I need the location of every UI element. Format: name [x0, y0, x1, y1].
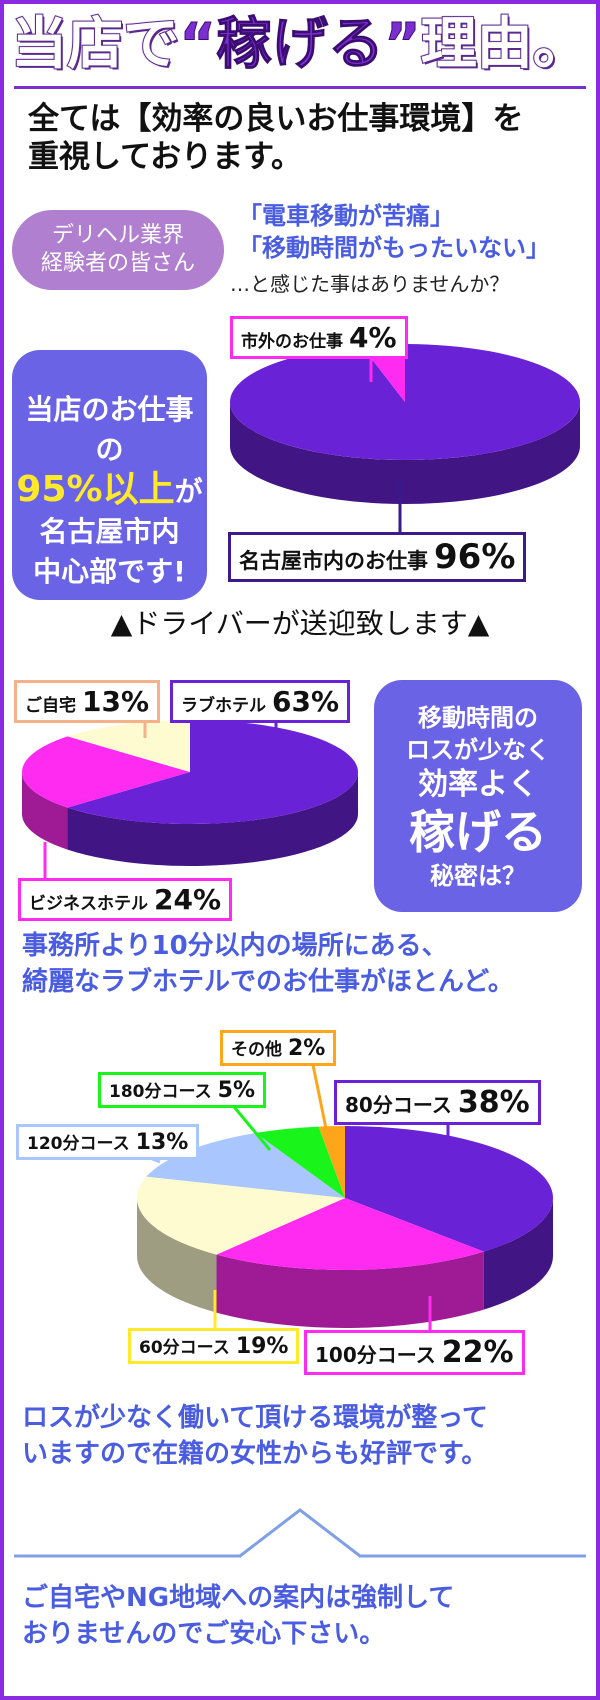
pie2-business-name: ビジネスホテル [29, 894, 148, 914]
pie2-label-business: ビジネスホテル 24% [18, 878, 233, 921]
bottom-text-1: ロスが少なく働いて頂ける環境が整って いますので在籍の女性からも好評です。 [22, 1400, 592, 1472]
pie3-slice-0 [345, 1126, 553, 1252]
pie3-80-name: 80分コース [345, 1093, 452, 1117]
pie3-180-pct: 5% [217, 1078, 255, 1103]
pie2-business-pct: 24% [154, 883, 222, 916]
experienced-pill: デリヘル業界 経験者の皆さん [12, 210, 224, 290]
bottom-text-2: ご自宅やNG地域への案内は強制して おりませんのでご安心下さい。 [22, 1580, 592, 1652]
pie3-slice-2 [137, 1176, 345, 1255]
pie3-side-1 [216, 1251, 484, 1328]
pie3-side-0 [483, 1198, 553, 1310]
pie3-label-180: 180分コース 5% [98, 1072, 266, 1108]
pie2-home-name: ご自宅 [25, 696, 76, 716]
lead-line-2: 重視しております。 [28, 139, 303, 175]
driver-text: ▲ドライバーが送迎致します▲ [110, 607, 490, 640]
lead-line-1: 全ては【効率の良いお仕事環境】を [28, 101, 524, 137]
pie2-side-0 [67, 772, 359, 866]
pie3-slice-5 [318, 1126, 345, 1198]
middle-line-2: 綺麗なラブホテルでのお仕事がほとんど。 [22, 967, 514, 997]
bottom1-line-2: いますので在籍の女性からも好評です。 [22, 1439, 488, 1469]
divider-arrow [14, 1508, 586, 1558]
middle-text: 事務所より10分以内の場所にある、 綺麗なラブホテルでのお仕事がほとんど。 [22, 928, 592, 1000]
pie2-lovehotel-pct: 63% [272, 685, 340, 718]
pie3-180-name: 180分コース [109, 1082, 212, 1102]
pie3-slice-1 [216, 1198, 484, 1270]
pie2-lovehotel-name: ラブホテル [181, 696, 266, 716]
callout1-particle: が [174, 475, 203, 508]
pie2-slice-1 [22, 736, 190, 808]
bottom1-line-1: ロスが少なく働いて頂ける環境が整って [22, 1403, 488, 1433]
pie1-other-city-name: 市外のお仕事 [241, 332, 343, 352]
quote-line-2: 「移動時間がもったいない」 [238, 234, 550, 262]
pill-line-2: 経験者の皆さん [40, 251, 195, 276]
pie3-label-100: 100分コース 22% [304, 1330, 525, 1375]
pie3-label-other: その他 2% [220, 1030, 337, 1066]
pie3-leader-180 [228, 1101, 272, 1151]
secret-callout: 移動時間の ロスが少なく 効率よく 稼げる 秘密は？ [374, 680, 582, 912]
pie3-side-2 [137, 1198, 217, 1313]
pie3-leader-other [310, 1059, 332, 1149]
callout1-line-4: 中心部です! [33, 555, 186, 588]
title-part-a: 当店で [10, 10, 180, 78]
callout2-line-1: 移動時間の [418, 704, 538, 732]
quote-line-1: 「電車移動が苦痛」 [238, 202, 454, 230]
page-title: 当店で“稼げる”理由。 [0, 8, 600, 81]
callout2-big: 稼げる [409, 805, 547, 859]
pie1-nagoya-pct: 96% [434, 537, 516, 577]
title-part-b: “稼げる” [179, 12, 422, 78]
pie3-label-60: 60分コース 19% [128, 1328, 300, 1364]
lead-text: 全ては【効率の良いお仕事環境】を 重視しております。 [28, 100, 588, 176]
callout1-line-3: 名古屋市内 [39, 515, 180, 548]
nagoya-callout: 当店のお仕事の 95%以上が 名古屋市内 中心部です! [12, 350, 207, 600]
pie1-label-nagoya: 名古屋市内のお仕事 96% [228, 532, 527, 582]
pie1-nagoya-name: 名古屋市内のお仕事 [239, 549, 428, 573]
callout2-line-5: 秘密は？ [430, 862, 526, 890]
pie3-60-pct: 19% [235, 1334, 289, 1359]
callout2-line-3: 効率よく [418, 767, 538, 802]
bottom2-line-1: ご自宅やNG地域への案内は強制して [22, 1583, 455, 1613]
callout2-line-2: ロスが少なく [406, 736, 550, 764]
quote-block: 「電車移動が苦痛」 「移動時間がもったいない」 [238, 200, 550, 264]
title-part-c: 理由。 [420, 10, 590, 78]
bottom2-line-2: おりませんのでご安心下さい。 [22, 1619, 386, 1649]
middle-line-1: 事務所より10分以内の場所にある、 [22, 931, 448, 961]
pie2-slice-2 [67, 720, 190, 772]
pie3-120-pct: 13% [135, 1130, 189, 1155]
pie1-side-0 [230, 402, 580, 504]
pie1-slice-0 [230, 344, 581, 461]
pie2-label-lovehotel: ラブホテル 63% [170, 680, 351, 723]
pie3-label-80: 80分コース 38% [334, 1080, 541, 1125]
pie3-other-pct: 2% [288, 1036, 326, 1061]
title-underline [14, 86, 586, 89]
pie2-label-home: ご自宅 13% [14, 680, 161, 723]
pie3-60-name: 60分コース [139, 1338, 230, 1358]
pie2-slice-0 [67, 720, 358, 825]
pie1-label-other-city: 市外のお仕事 4% [230, 316, 408, 359]
pill-line-1: デリヘル業界 [51, 223, 184, 248]
callout1-line-2: 95%以上が [12, 470, 207, 512]
pie3-label-120: 120分コース 13% [16, 1124, 200, 1160]
callout1-highlight: 95%以上 [16, 469, 175, 510]
pie3-slice-4 [255, 1126, 345, 1198]
question-text: …と感じた事はありませんか？ [230, 272, 510, 296]
callout1-line-1: 当店のお仕事の [25, 393, 194, 466]
pie1-other-city-pct: 4% [349, 321, 397, 354]
pie2-home-pct: 13% [82, 685, 150, 718]
pie2-side-1 [21, 772, 68, 850]
pie3-other-name: その他 [231, 1040, 282, 1060]
pie3-100-pct: 22% [441, 1335, 514, 1370]
pie3-120-name: 120分コース [27, 1134, 130, 1154]
pie3-100-name: 100分コース [315, 1343, 436, 1367]
pie3-80-pct: 38% [457, 1085, 530, 1120]
